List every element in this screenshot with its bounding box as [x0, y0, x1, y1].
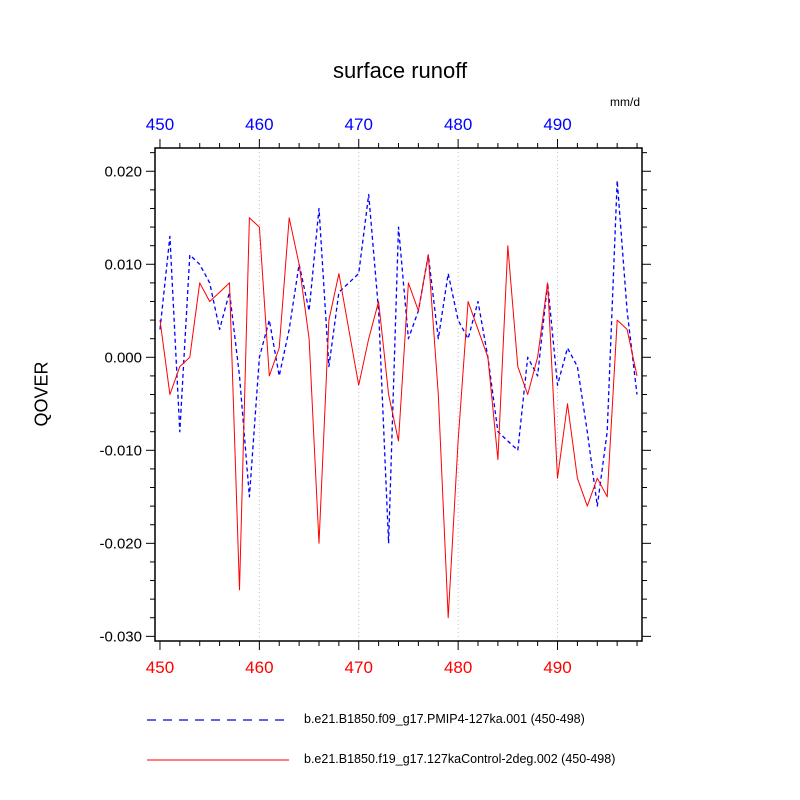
x-tick-label-top: 460 — [245, 115, 273, 134]
x-tick-label-bottom: 460 — [245, 658, 273, 677]
y-tick-label-left: -0.010 — [99, 442, 142, 459]
plot-frame — [154, 147, 643, 642]
legend-line-dashed-icon — [147, 718, 289, 721]
x-tick-label-top: 450 — [146, 115, 174, 134]
unit-label: mm/d — [610, 95, 640, 109]
legend-label: b.e21.B1850.f19_g17.127kaControl-2deg.00… — [304, 752, 616, 766]
legend-label: b.e21.B1850.f09_g17.PMIP4-127ka.001 (450… — [304, 712, 585, 726]
series-line-0 — [159, 179, 638, 544]
y-tick-label-left: -0.020 — [99, 535, 142, 552]
series-line-1 — [159, 217, 638, 619]
legend-line-solid-icon — [147, 759, 289, 760]
x-tick-label-bottom: 470 — [345, 658, 373, 677]
x-tick-label-bottom: 480 — [444, 658, 472, 677]
y-tick-label-left: 0.020 — [104, 163, 142, 180]
x-tick-label-top: 490 — [543, 115, 571, 134]
x-tick-label-bottom: 450 — [146, 658, 174, 677]
legend-item: b.e21.B1850.f19_g17.127kaControl-2deg.00… — [145, 752, 615, 766]
y-tick-label-left: 0.010 — [104, 256, 142, 273]
y-tick-label-left: -0.030 — [99, 628, 142, 645]
x-tick-label-bottom: 490 — [543, 658, 571, 677]
y-tick-label-left: 0.000 — [104, 349, 142, 366]
chart-title: surface runoff — [332, 58, 468, 83]
x-tick-label-top: 480 — [444, 115, 472, 134]
legend-item: b.e21.B1850.f09_g17.PMIP4-127ka.001 (450… — [145, 712, 585, 726]
x-tick-label-top: 470 — [345, 115, 373, 134]
